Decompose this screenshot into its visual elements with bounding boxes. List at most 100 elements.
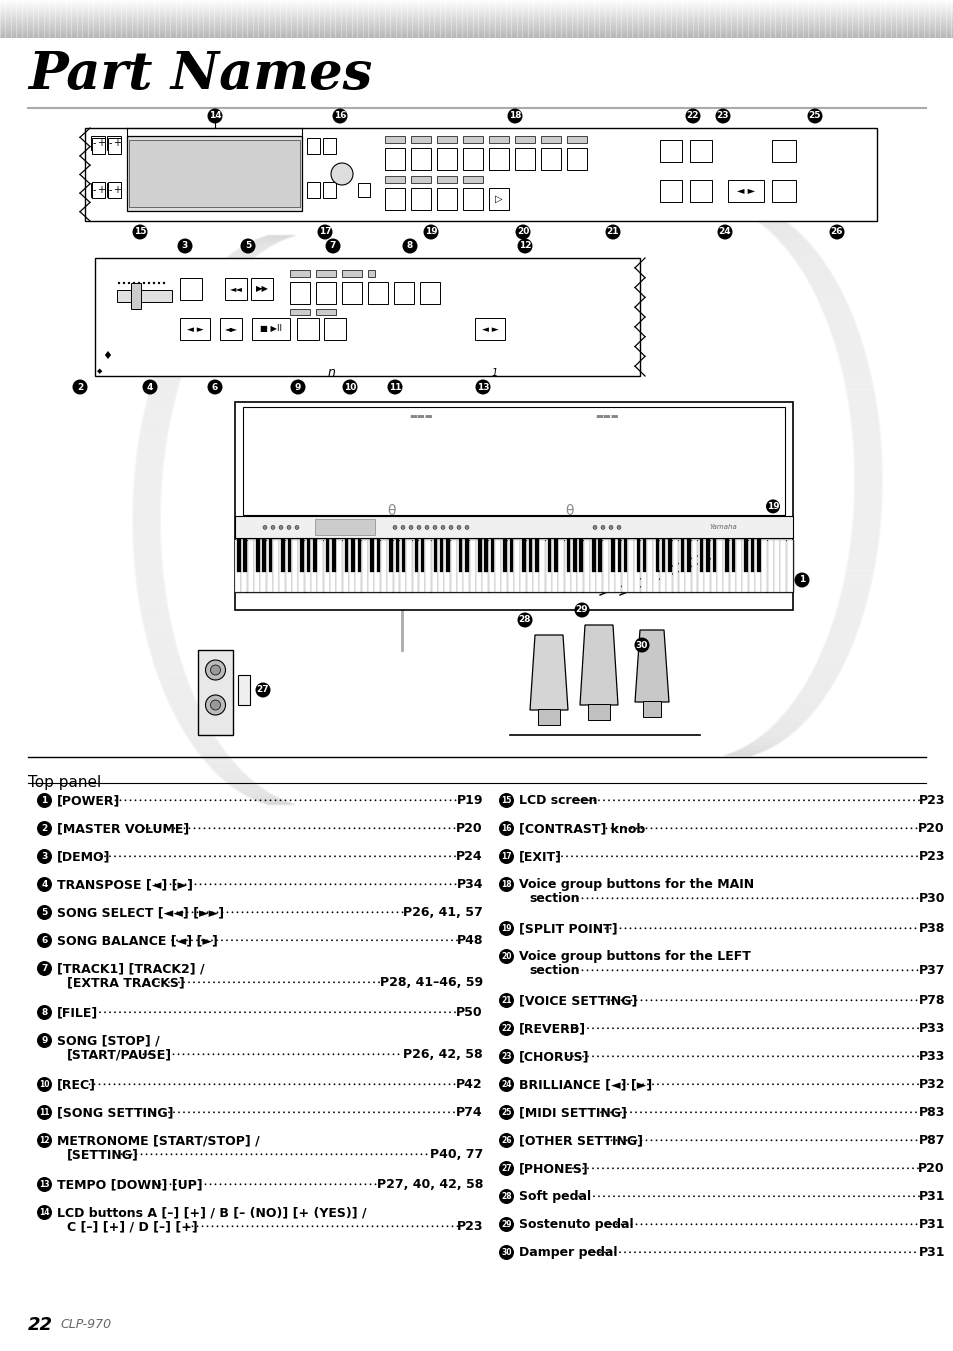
Text: 12: 12 [518,242,531,250]
Circle shape [498,793,514,808]
Bar [482,540,488,592]
Circle shape [498,1133,514,1148]
Text: P34: P34 [456,878,482,890]
Circle shape [856,1027,858,1029]
Circle shape [249,827,250,830]
Circle shape [248,981,250,984]
Circle shape [715,827,717,830]
Circle shape [770,1139,772,1142]
Circle shape [377,1112,379,1113]
Circle shape [250,884,252,885]
Circle shape [454,1012,456,1013]
Circle shape [179,1012,181,1013]
Circle shape [756,897,758,900]
Bar [351,539,355,571]
Circle shape [757,1084,758,1085]
Bar [117,290,172,303]
Circle shape [613,1196,615,1197]
Circle shape [711,1027,713,1029]
Circle shape [750,827,752,830]
Bar [290,309,310,315]
Circle shape [209,1012,211,1013]
Circle shape [612,1055,614,1058]
Circle shape [144,1084,145,1085]
Text: 6: 6 [212,382,218,392]
Circle shape [193,1012,195,1013]
Circle shape [572,1027,574,1029]
Circle shape [355,1154,357,1155]
Circle shape [740,1224,741,1225]
Circle shape [672,1055,673,1058]
Bar [667,539,671,571]
Circle shape [902,1196,904,1197]
Circle shape [645,1139,647,1142]
Circle shape [335,1154,337,1155]
Circle shape [875,827,877,830]
Circle shape [665,1139,667,1142]
Circle shape [364,800,366,801]
Circle shape [240,239,255,254]
Circle shape [896,1167,898,1169]
Circle shape [700,855,702,857]
Text: P24: P24 [456,850,482,863]
Circle shape [814,1112,816,1113]
Circle shape [889,1112,891,1113]
Circle shape [695,1224,697,1225]
Circle shape [193,981,194,984]
Circle shape [329,855,331,857]
Circle shape [333,981,335,984]
Circle shape [300,1154,302,1155]
Circle shape [767,800,769,801]
Circle shape [892,1196,894,1197]
Circle shape [444,855,445,857]
Circle shape [751,1027,753,1029]
Circle shape [314,855,315,857]
Circle shape [670,1139,672,1142]
Circle shape [344,1012,346,1013]
Circle shape [897,800,899,801]
Circle shape [731,1027,733,1029]
Circle shape [148,1054,150,1055]
Circle shape [159,884,161,885]
Circle shape [249,1012,251,1013]
Bar [279,540,285,592]
Circle shape [346,939,348,942]
Circle shape [389,1012,391,1013]
Circle shape [191,1154,193,1155]
Circle shape [766,1167,768,1169]
Circle shape [383,1112,384,1113]
Circle shape [181,939,183,942]
Bar [286,540,292,592]
Circle shape [755,1139,757,1142]
Circle shape [710,1000,712,1001]
Circle shape [290,800,291,801]
Circle shape [842,1196,844,1197]
Circle shape [231,1154,233,1155]
Circle shape [270,1183,271,1185]
Circle shape [667,1196,669,1197]
Text: 14: 14 [39,1208,50,1217]
Circle shape [816,1167,818,1169]
Circle shape [737,1055,739,1058]
Circle shape [189,1012,191,1013]
Circle shape [700,1000,701,1001]
Circle shape [620,827,621,830]
Circle shape [659,1251,660,1254]
Circle shape [346,912,348,913]
Text: P28, 41–46, 59: P28, 41–46, 59 [379,975,482,989]
Bar [446,539,449,571]
Circle shape [844,1000,846,1001]
Circle shape [608,526,613,530]
Circle shape [123,282,125,284]
Circle shape [356,912,358,913]
Circle shape [277,1054,279,1055]
Circle shape [633,800,635,801]
Circle shape [299,855,300,857]
Circle shape [840,1000,841,1001]
Circle shape [586,897,588,900]
Circle shape [650,855,652,857]
Circle shape [218,981,220,984]
Circle shape [144,1012,146,1013]
Circle shape [349,855,351,857]
Bar [462,188,482,209]
